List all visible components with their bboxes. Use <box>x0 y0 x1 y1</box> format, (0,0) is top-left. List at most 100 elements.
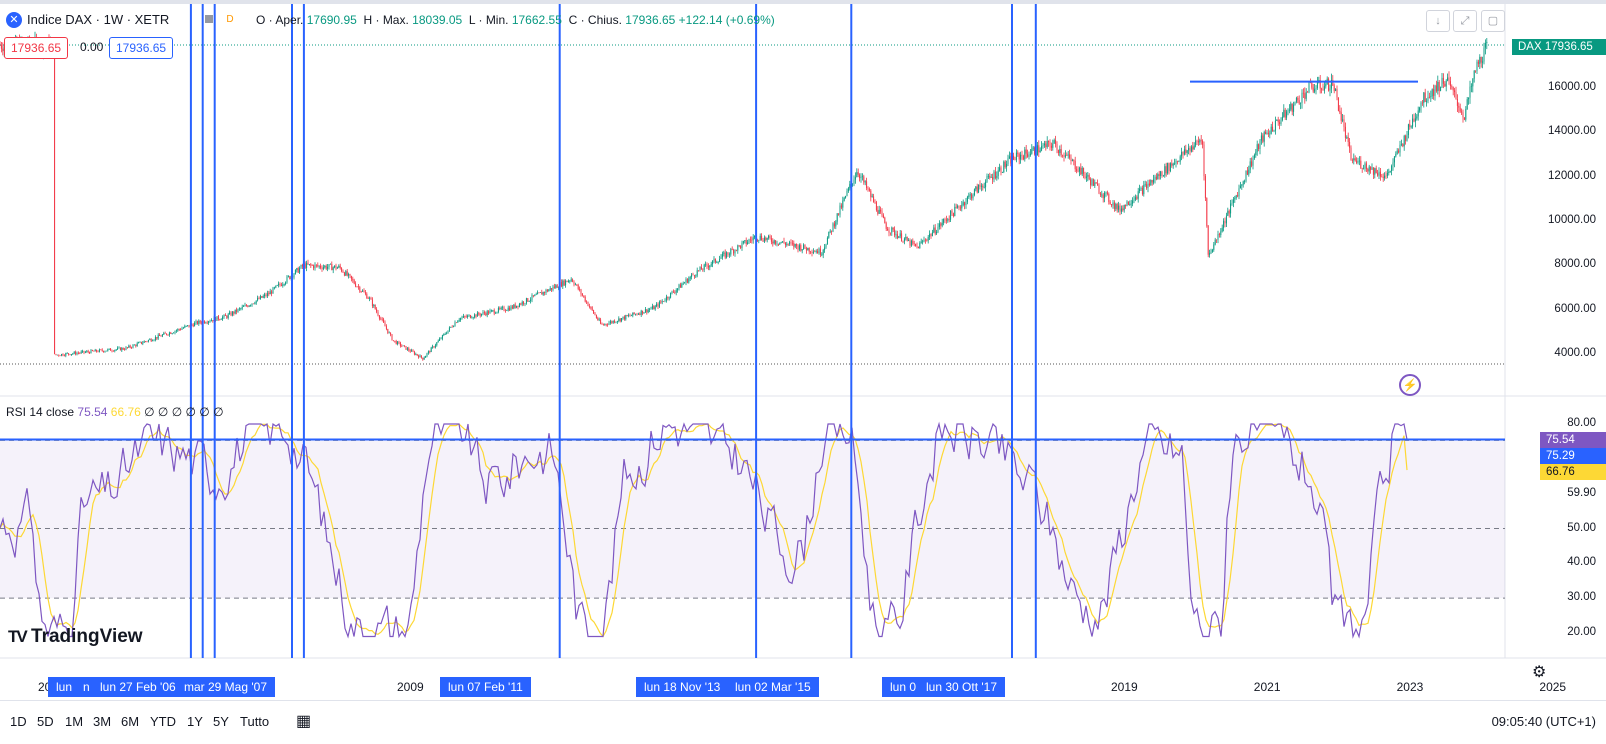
candle-body <box>600 319 602 324</box>
settings-gear-icon[interactable]: ⚙ <box>1532 664 1547 681</box>
candle-body <box>759 235 761 240</box>
candle-body <box>131 347 133 348</box>
candle-body <box>1099 193 1101 195</box>
timeframe-ytd[interactable]: YTD <box>150 714 176 729</box>
candle-body <box>678 284 680 289</box>
candle-body <box>1287 110 1289 112</box>
candle-body <box>622 316 624 319</box>
candle-body <box>300 265 302 269</box>
candle-body <box>1007 158 1009 164</box>
candle-body <box>419 355 421 358</box>
fullscreen-icon[interactable]: ▢ <box>1481 10 1505 32</box>
candle-body <box>1211 249 1213 252</box>
candle-body <box>1115 204 1117 209</box>
date-range-icon[interactable]: ▦ <box>296 713 312 730</box>
candle-body <box>1209 253 1211 255</box>
candle-body <box>1266 132 1268 135</box>
candle-body <box>1210 251 1212 254</box>
timeframe-1m[interactable]: 1M <box>65 714 84 729</box>
candle-body <box>481 313 483 316</box>
candle-body <box>453 326 455 328</box>
candle-body <box>1206 198 1208 226</box>
candle-body <box>187 325 189 326</box>
candle-body <box>808 247 810 252</box>
candle-body <box>318 265 320 267</box>
timeframe-1d[interactable]: 1D <box>10 714 27 729</box>
clock[interactable]: 09:05:40 (UTC+1) <box>1491 714 1596 729</box>
candle-body <box>821 254 823 256</box>
candle-body <box>803 244 805 250</box>
candle-body <box>1132 200 1134 204</box>
price-box-red: 17936.65 <box>4 37 69 59</box>
candle-body <box>1452 86 1454 91</box>
candle-body <box>565 280 567 286</box>
candle-body <box>343 272 345 276</box>
rsi-band <box>0 440 1505 599</box>
candle-body <box>97 351 99 353</box>
timeframe-5y[interactable]: 5Y <box>213 714 229 729</box>
candle-body <box>1393 156 1395 163</box>
candle-body <box>843 197 845 201</box>
expand-icon[interactable]: ⤢ <box>1453 10 1477 32</box>
candle-body <box>209 321 211 322</box>
candle-body <box>182 327 184 329</box>
candle-body <box>1389 170 1391 172</box>
candle-body <box>2 48 4 52</box>
candle-body <box>138 342 140 344</box>
candle-body <box>702 269 704 271</box>
candle-body <box>371 299 373 306</box>
candle-body <box>726 252 728 258</box>
timeframe-tutto[interactable]: Tutto <box>240 714 270 729</box>
candle-body <box>807 247 809 251</box>
candle-body <box>527 298 529 302</box>
candle-body <box>500 307 502 309</box>
candle-body <box>1309 82 1311 83</box>
candle-body <box>110 348 112 351</box>
candle-body <box>1171 163 1173 166</box>
rsi-ma-line <box>0 423 1408 638</box>
candle-body <box>1192 146 1194 150</box>
candle-body <box>754 235 756 238</box>
candle-body <box>545 289 547 293</box>
timeframe-6m[interactable]: 6M <box>121 714 140 729</box>
candle-body <box>842 200 844 208</box>
timeframe-3m[interactable]: 3M <box>93 714 112 729</box>
candle-body <box>657 304 659 307</box>
candle-body <box>72 353 74 355</box>
candle-body <box>513 304 515 309</box>
candle-body <box>195 321 197 323</box>
candle-body <box>1231 202 1233 204</box>
timeframe-1y[interactable]: 1Y <box>187 714 203 729</box>
candle-body <box>651 306 653 309</box>
lightning-icon[interactable]: ⚡ <box>1399 374 1421 396</box>
candle-body <box>241 306 243 309</box>
candle-body <box>964 202 966 206</box>
market-status-badge: D <box>222 12 238 28</box>
candle-body <box>1308 82 1310 93</box>
candle-body <box>1052 143 1054 148</box>
candle-body <box>920 241 922 243</box>
candle-body <box>1151 180 1153 183</box>
candle-body <box>962 202 964 205</box>
candle-body <box>1344 126 1346 138</box>
candle-body <box>1168 163 1170 172</box>
candle-body <box>1078 167 1080 172</box>
candle-body <box>1049 142 1051 146</box>
candle-body <box>1358 160 1360 162</box>
candle-body <box>604 323 606 325</box>
candle-body <box>840 205 842 208</box>
timeframe-5d[interactable]: 5D <box>37 714 54 729</box>
candle-body <box>1372 167 1374 175</box>
download-icon[interactable]: ↓ <box>1426 10 1450 32</box>
candle-body <box>552 286 554 290</box>
candle-body <box>1221 227 1223 232</box>
candle-body <box>75 351 77 355</box>
candle-body <box>989 176 991 178</box>
candle-body <box>537 292 539 295</box>
candle-body <box>387 328 389 333</box>
candle-body <box>905 236 907 239</box>
candle-body <box>1368 166 1370 172</box>
eye-icon[interactable] <box>205 15 213 23</box>
symbol-title[interactable]: Indice DAX · 1W · XETR <box>27 12 170 27</box>
candle-body <box>411 350 413 352</box>
